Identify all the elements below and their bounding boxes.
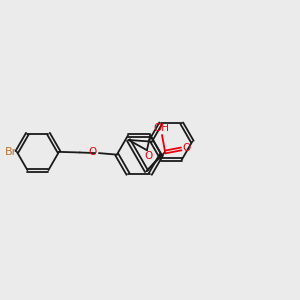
Text: O: O <box>144 152 153 161</box>
Text: OH: OH <box>153 123 169 133</box>
Text: O: O <box>183 143 191 153</box>
Text: Br: Br <box>4 147 17 157</box>
Text: O: O <box>88 148 96 158</box>
